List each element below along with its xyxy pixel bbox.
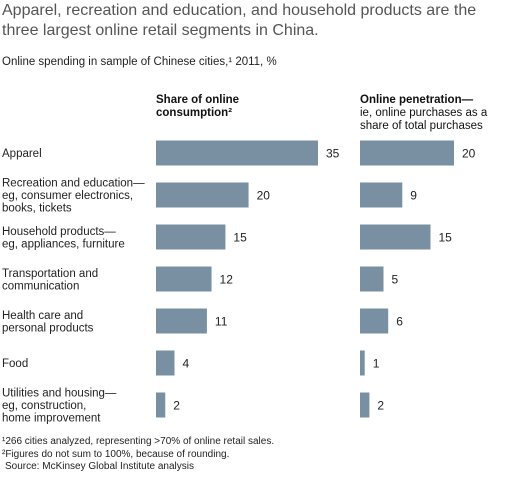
chart-subtitle: Online spending in sample of Chinese cit… [2,56,277,68]
penetration-bar-4 [360,308,389,334]
penetration-bar-5 [360,350,365,376]
penetration-column-heading: Online penetration— ie, online purchases… [360,94,508,133]
share-value-label-5: 4 [183,357,190,371]
category-label-2: Household products— eg, appliances, furni… [2,226,125,251]
footnotes: ¹266 cities analyzed, representing >70% … [2,436,274,474]
share-bar-5 [156,350,175,376]
share-value-label-2: 15 [233,231,247,245]
share-column-heading-text: Share of online consumption² [156,94,240,119]
penetration-bar-0 [360,140,454,166]
share-bar-4 [156,308,207,334]
source-note: Source: McKinsey Global Institute analys… [5,461,194,472]
penetration-value-label-5: 1 [373,357,380,371]
footnote-1: ¹266 cities analyzed, representing >70% … [2,436,275,447]
share-bar-1 [156,182,249,208]
category-label-0: Apparel [2,148,42,160]
penetration-bar-3 [360,266,384,292]
category-label-4: Health care and personal products [2,310,94,335]
category-label-5: Food [2,358,28,370]
penetration-value-label-3: 5 [392,273,399,287]
share-value-label-1: 20 [257,189,271,203]
penetration-bar-2 [360,224,431,250]
penetration-value-label-0: 20 [462,147,476,161]
share-bar-3 [156,266,212,292]
category-label-3: Transportation and communication [2,268,98,293]
chart-title: Apparel, recreation and education, and h… [2,2,477,39]
share-value-label-6: 2 [173,399,180,413]
penetration-value-label-6: 2 [377,399,384,413]
category-label-6: Utilities and housing— eg, construction, h… [2,388,117,425]
share-bar-6 [156,392,166,418]
penetration-column-subheading: ie, online purchases as a share of total… [360,107,488,132]
penetration-column-heading-text: Online penetration— [360,94,474,106]
category-label-1: Recreation and education— eg, consumer el… [2,178,145,215]
share-value-label-0: 35 [326,147,340,161]
share-column-heading: Share of online consumption² [156,94,286,120]
penetration-value-label-4: 6 [396,315,403,329]
footnote-2: ²Figures do not sum to 100%, because of … [2,448,230,460]
share-bar-0 [156,140,318,166]
penetration-value-label-2: 15 [439,231,453,245]
share-value-label-4: 11 [215,315,228,329]
penetration-bar-1 [360,182,403,208]
share-bar-2 [156,224,226,250]
penetration-bar-6 [360,392,370,418]
share-value-label-3: 12 [220,273,234,287]
penetration-value-label-1: 9 [410,189,417,203]
